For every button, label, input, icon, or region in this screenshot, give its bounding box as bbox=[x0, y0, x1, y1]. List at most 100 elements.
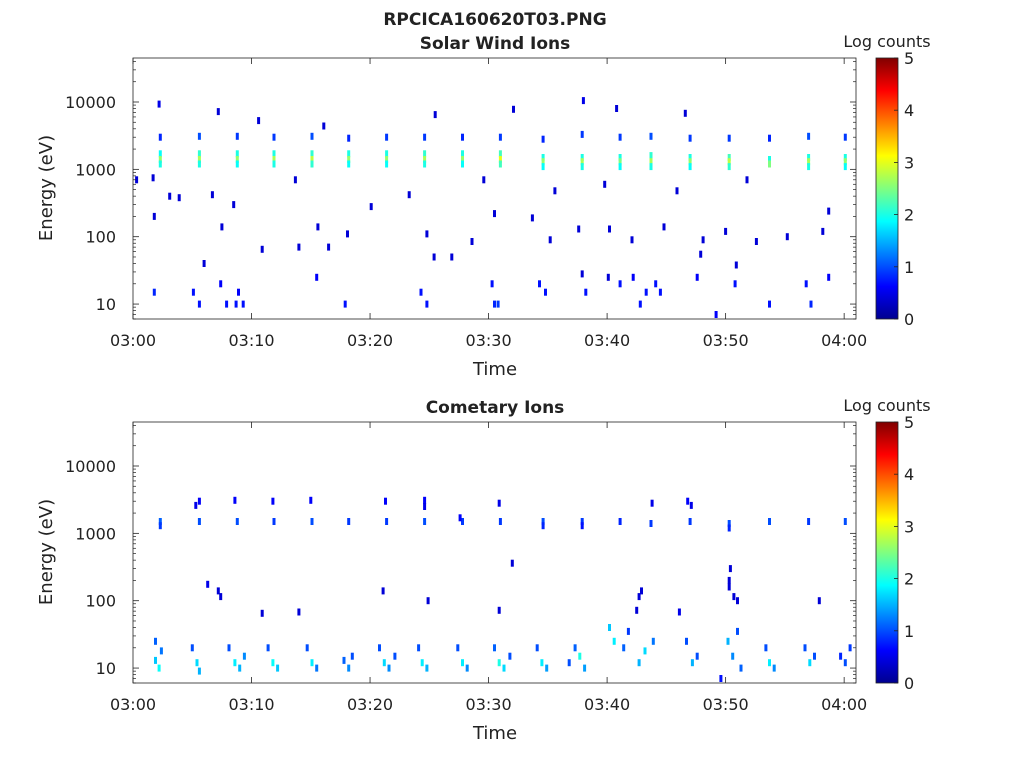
heatmap-cell bbox=[821, 227, 825, 235]
heatmap-cell bbox=[272, 150, 276, 158]
colorbar bbox=[875, 421, 899, 684]
heatmap-cell bbox=[310, 150, 314, 158]
heatmap-cell bbox=[191, 288, 195, 296]
heatmap-cell bbox=[158, 522, 162, 530]
heatmap-cell bbox=[425, 664, 429, 672]
heatmap-cell bbox=[544, 288, 547, 296]
heatmap-cell bbox=[158, 518, 162, 525]
heatmap-cell bbox=[497, 606, 501, 614]
y-axis-label: Energy (eV) bbox=[36, 499, 57, 605]
heatmap-cell bbox=[227, 644, 231, 652]
heatmap-cell bbox=[545, 664, 549, 672]
heatmap-cell bbox=[235, 132, 239, 140]
heatmap-cell bbox=[807, 132, 811, 140]
heatmap-cell bbox=[202, 260, 206, 267]
heatmap-cell bbox=[272, 133, 276, 141]
colorbar-tick-label: 4 bbox=[904, 465, 914, 484]
heatmap-cell bbox=[305, 644, 309, 652]
y-axis-label: Energy (eV) bbox=[36, 135, 57, 241]
heatmap-cell bbox=[382, 659, 386, 667]
x-axis-label: Time bbox=[472, 723, 517, 744]
heatmap-cell bbox=[423, 160, 427, 168]
heatmap-cell bbox=[530, 214, 534, 222]
heatmap-cell bbox=[490, 280, 494, 288]
heatmap-cell bbox=[612, 637, 616, 645]
heatmap-cell bbox=[739, 664, 743, 672]
heatmap-cell bbox=[197, 518, 201, 525]
x-tick-label: 04:00 bbox=[821, 695, 867, 714]
y-tick-label: 100 bbox=[85, 228, 116, 247]
heatmap-cell bbox=[804, 280, 808, 288]
heatmap-cell bbox=[458, 514, 462, 522]
heatmap-cell bbox=[618, 518, 622, 525]
colorbar-tick-label: 0 bbox=[904, 674, 914, 693]
x-tick-label: 03:00 bbox=[110, 695, 156, 714]
heatmap-cell bbox=[433, 111, 437, 119]
heatmap-cell bbox=[465, 664, 469, 672]
heatmap-cell bbox=[347, 518, 351, 525]
heatmap-cell bbox=[688, 163, 692, 171]
heatmap-cell bbox=[322, 122, 326, 130]
heatmap-cell bbox=[731, 652, 735, 660]
x-tick-label: 03:40 bbox=[584, 695, 630, 714]
heatmap-cell bbox=[649, 132, 653, 140]
heatmap-cell bbox=[727, 163, 731, 171]
heatmap-cell bbox=[384, 497, 387, 505]
heatmap-cell bbox=[423, 496, 427, 504]
heatmap-cell bbox=[310, 659, 314, 667]
heatmap-cell bbox=[426, 597, 430, 605]
heatmap-cell bbox=[496, 300, 500, 308]
heatmap-cell bbox=[649, 520, 653, 527]
heatmap-cell bbox=[235, 150, 239, 158]
heatmap-cell bbox=[168, 192, 172, 200]
heatmap-cell bbox=[260, 609, 264, 617]
heatmap-cell bbox=[152, 288, 156, 296]
heatmap-cell bbox=[310, 156, 314, 163]
heatmap-cell bbox=[768, 134, 771, 142]
heatmap-cell bbox=[584, 288, 588, 296]
heatmap-cell bbox=[343, 300, 347, 308]
heatmap-cell bbox=[843, 154, 847, 161]
heatmap-cell bbox=[498, 156, 502, 163]
heatmap-cell bbox=[581, 97, 585, 105]
heatmap-cell bbox=[237, 288, 240, 296]
heatmap-cell bbox=[393, 652, 397, 660]
heatmap-cell bbox=[688, 518, 692, 525]
heatmap-cell bbox=[232, 201, 236, 209]
heatmap-cell bbox=[272, 160, 276, 168]
heatmap-cell bbox=[225, 300, 229, 308]
colorbar-tick-label: 3 bbox=[904, 517, 914, 536]
heatmap-cell bbox=[540, 659, 544, 667]
heatmap-cell bbox=[210, 191, 214, 199]
heatmap-cell bbox=[807, 158, 811, 166]
heatmap-cell bbox=[315, 664, 319, 672]
x-tick-label: 03:20 bbox=[347, 331, 393, 350]
heatmap-cell bbox=[701, 236, 705, 244]
heatmap-cell bbox=[580, 518, 584, 525]
x-tick-label: 03:10 bbox=[228, 695, 274, 714]
heatmap-cell bbox=[754, 238, 758, 245]
heatmap-cell bbox=[423, 518, 427, 525]
heatmap-cell bbox=[385, 156, 389, 163]
heatmap-cell bbox=[350, 652, 354, 660]
heatmap-cell bbox=[736, 627, 739, 635]
heatmap-cell bbox=[807, 163, 811, 171]
heatmap-cell bbox=[745, 176, 749, 184]
heatmap-cell bbox=[135, 176, 139, 184]
heatmap-cell bbox=[423, 133, 427, 141]
heatmap-cell bbox=[497, 499, 501, 507]
heatmap-cell bbox=[310, 160, 314, 168]
heatmap-cell bbox=[195, 659, 199, 667]
heatmap-cell bbox=[242, 652, 246, 660]
panel-title: Solar Wind Ions bbox=[420, 34, 571, 54]
y-tick-label: 1000 bbox=[75, 160, 116, 179]
plot-frame bbox=[132, 421, 857, 684]
heatmap-cell bbox=[342, 656, 346, 664]
heatmap-cell bbox=[498, 160, 502, 168]
solar-wind-ions-panel: Solar Wind Ions Log counts 03:00 03:10 03:… bbox=[36, 32, 931, 380]
heatmap-cell bbox=[271, 659, 275, 667]
heatmap-cell bbox=[271, 497, 275, 505]
x-tick-label: 03:10 bbox=[228, 331, 274, 350]
heatmap-cell bbox=[654, 280, 658, 288]
y-tick-label: 10 bbox=[96, 659, 116, 678]
